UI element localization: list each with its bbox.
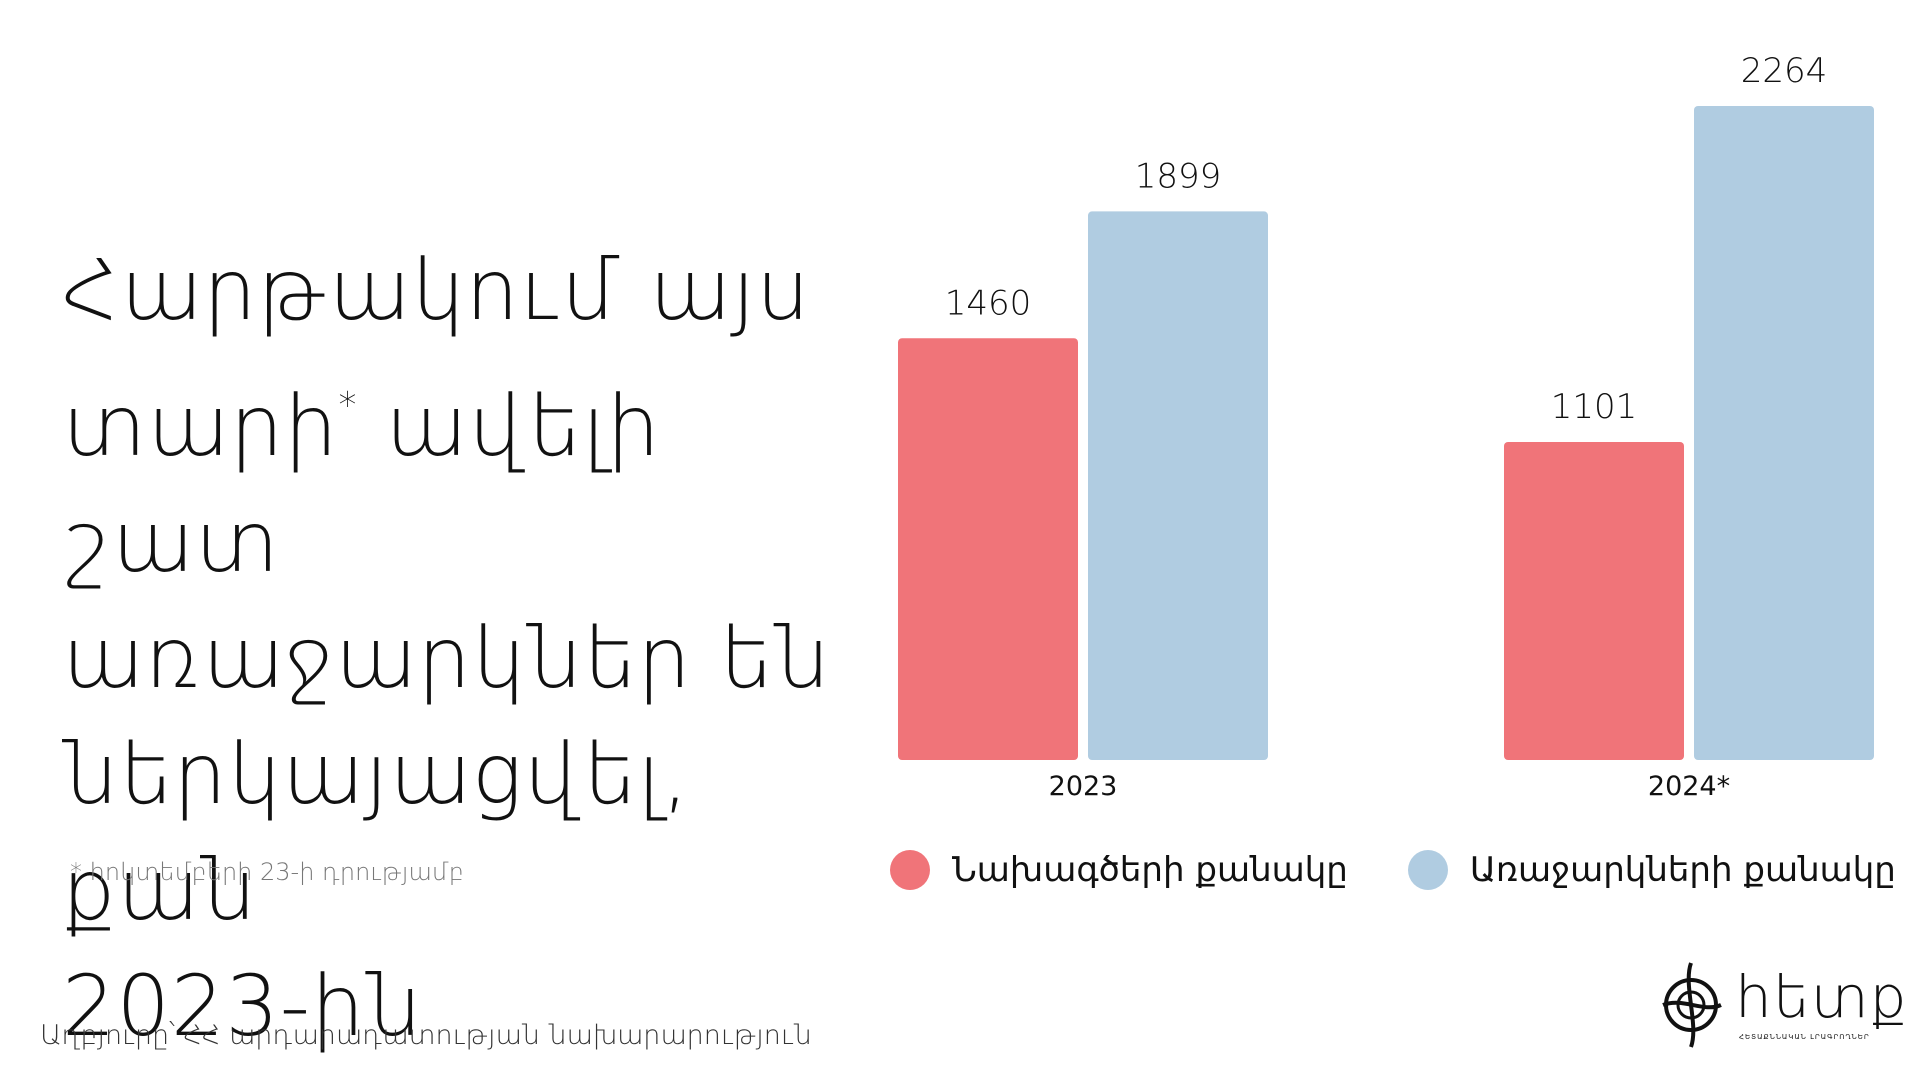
headline-line-1: Հարթակում այս bbox=[62, 241, 811, 339]
logo-subtitle: ՀԵՏԱՔՆՆԱԿԱՆ ԼՐԱԳՐՈՂՆԵՐ bbox=[1739, 1033, 1870, 1041]
bar-proposals-0 bbox=[1088, 211, 1268, 761]
headline-asterisk: * bbox=[338, 385, 358, 426]
legend-item-proposals: Առաջարկների քանակը bbox=[1407, 850, 1896, 890]
headline-line-5: 2023-ին bbox=[62, 957, 423, 1055]
bar-proposals-1 bbox=[1694, 106, 1874, 760]
bar-projects-1 bbox=[1504, 441, 1684, 760]
bar-chart: 1460 1899 2023 1101 2264 2024* bbox=[898, 51, 1874, 802]
category-label-0: 2023 bbox=[1049, 771, 1118, 802]
data-label-projects-1: 1101 bbox=[1551, 387, 1638, 427]
headline-line-4: ներկայացվել, քան bbox=[62, 725, 690, 939]
logo-text: hետք bbox=[1735, 963, 1909, 1031]
source-note: Աղբյուրը՝ ՀՀ արդարադատության նախարարությ… bbox=[40, 1020, 812, 1051]
footnote: * հոկտեմբերի 23-ի դրությամբ bbox=[70, 858, 464, 886]
bar-projects-0 bbox=[898, 338, 1078, 760]
legend-swatch-projects bbox=[890, 850, 930, 890]
headline-line-3: առաջարկներ են bbox=[62, 609, 831, 707]
legend-item-projects: Նախագծերի քանակը bbox=[890, 850, 1348, 890]
headline-line-2a: տարի bbox=[62, 377, 339, 475]
legend-label-proposals: Առաջարկների քանակը bbox=[1469, 850, 1896, 890]
headline-line-2b: ավելի շատ bbox=[62, 377, 661, 591]
hetq-logo: hետք ՀԵՏԱՔՆՆԱԿԱՆ ԼՐԱԳՐՈՂՆԵՐ bbox=[1655, 955, 1909, 1055]
legend-swatch-proposals bbox=[1407, 850, 1448, 890]
hetq-logo-mark-icon bbox=[1662, 962, 1722, 1048]
data-label-proposals-0: 1899 bbox=[1135, 156, 1222, 196]
legend-label-projects: Նախագծերի քանակը bbox=[952, 850, 1348, 890]
data-label-projects-0: 1460 bbox=[945, 283, 1032, 323]
category-label-1: 2024* bbox=[1648, 771, 1730, 802]
chart-legend: Նախագծերի քանակը Առաջարկների քանակը bbox=[890, 850, 1896, 890]
data-label-proposals-1: 2264 bbox=[1741, 51, 1828, 91]
chart-headline: Հարթակում այս տարի* ավելի շատ առաջարկներ… bbox=[62, 232, 882, 1064]
